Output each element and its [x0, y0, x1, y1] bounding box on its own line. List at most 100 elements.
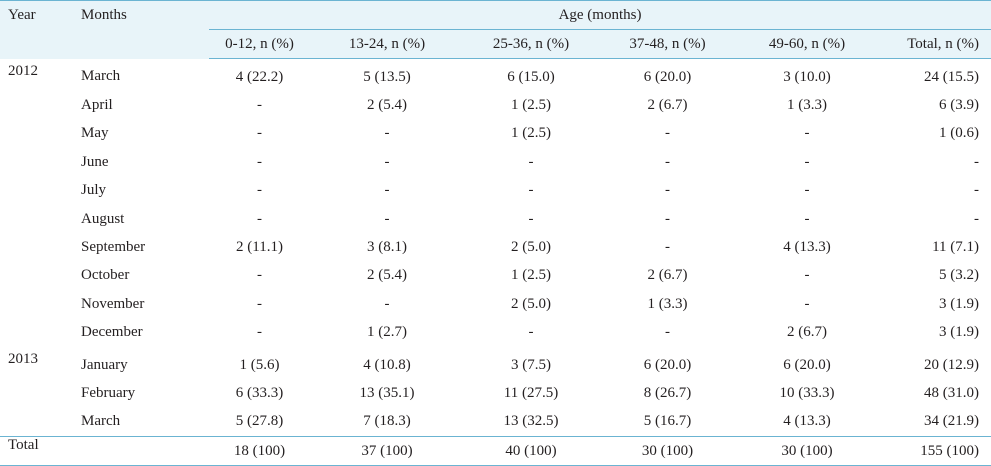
value-cell: 2 (5.4) [367, 267, 407, 284]
row-total-cell: 48 (31.0) [924, 384, 980, 401]
table-row: July - - - - - - [0, 177, 991, 205]
value-cell: - [665, 182, 670, 199]
value-cell: - [804, 125, 810, 142]
month-cell: September [81, 239, 146, 256]
total-cell: 18 (100) [209, 436, 310, 466]
total-label: Total [0, 436, 81, 466]
value-cell: 3 (7.5) [511, 356, 551, 373]
value-cell: - [665, 324, 670, 341]
value-cell: - [384, 210, 390, 227]
month-cell: June [81, 153, 109, 170]
value-cell: 13 (35.1) [359, 384, 415, 401]
table-row: September 2 (11.1) 3 (8.1) 2 (5.0) - 4 (13.3)… [0, 233, 991, 261]
value-cell: - [257, 97, 262, 114]
value-cell: - [257, 267, 262, 284]
month-cell: April [81, 97, 113, 114]
value-cell: - [257, 210, 262, 227]
header-col-25-36: 25-36, n (%) [464, 29, 598, 59]
header-col-37-48: 37-48, n (%) [598, 29, 737, 59]
month-cell: February [81, 384, 136, 401]
year-cell [0, 148, 81, 176]
value-cell: - [804, 210, 810, 227]
value-cell: - [804, 153, 810, 170]
header-col-49-60: 49-60, n (%) [737, 29, 877, 59]
year-cell [0, 205, 81, 233]
year-cell [0, 408, 81, 437]
total-cell: 40 (100) [464, 436, 598, 466]
total-cell: 30 (100) [598, 436, 737, 466]
value-cell: 4 (10.8) [363, 356, 411, 373]
value-cell: 2 (5.4) [367, 97, 407, 114]
row-total-cell: 24 (15.5) [924, 68, 980, 85]
value-cell: - [384, 182, 390, 199]
value-cell: 6 (20.0) [783, 356, 831, 373]
value-cell: 1 (2.5) [511, 97, 551, 114]
table-row: May - - 1 (2.5) - - 1 (0.6) [0, 120, 991, 148]
value-cell: - [665, 153, 670, 170]
month-cell: March [81, 413, 121, 430]
year-cell [0, 290, 81, 318]
header-months: Months [81, 0, 209, 59]
table-row: December - 1 (2.7) - - 2 (6.7) 3 (1.9) [0, 319, 991, 347]
month-cell: October [81, 267, 130, 284]
value-cell: 4 (13.3) [783, 239, 831, 256]
value-cell: 2 (5.0) [511, 239, 551, 256]
value-cell: 6 (15.0) [507, 68, 555, 85]
year-cell: 2012 [8, 62, 38, 79]
table-row: February 6 (33.3) 13 (35.1) 11 (27.5) 8 (26.… [0, 379, 991, 407]
table-row: April - 2 (5.4) 1 (2.5) 2 (6.7) 1 (3.3) 6 (3.9… [0, 91, 991, 119]
row-total-cell: - [974, 182, 980, 199]
value-cell: 6 (20.0) [643, 68, 692, 85]
month-cell: November [81, 295, 145, 312]
value-cell: - [257, 153, 262, 170]
row-total-cell: - [974, 153, 980, 170]
table-row: June - - - - - - [0, 148, 991, 176]
month-cell: March [81, 68, 121, 85]
value-cell: 2 (5.0) [511, 295, 551, 312]
value-cell: - [528, 182, 534, 199]
table-row: 2013 January 1 (5.6) 4 (10.8) 3 (7.5) 6 (20.0… [0, 347, 991, 379]
header-col-13-24: 13-24, n (%) [310, 29, 464, 59]
value-cell: 2 (6.7) [647, 97, 688, 114]
value-cell: - [257, 182, 262, 199]
value-cell: - [384, 153, 390, 170]
table-row: 2012 March 4 (22.2) 5 (13.5) 6 (15.0) 6 (20.0… [0, 59, 991, 92]
value-cell: 1 (5.6) [239, 356, 280, 373]
year-cell: 2013 [8, 350, 38, 367]
value-cell: 1 (2.5) [511, 125, 551, 142]
row-total-cell: 11 (7.1) [932, 239, 980, 256]
value-cell: 5 (16.7) [643, 413, 692, 430]
header-age-group: Age (months) [209, 0, 991, 30]
table-row: March 5 (27.8) 7 (18.3) 13 (32.5) 5 (16.7) 4 … [0, 408, 991, 437]
value-cell: - [665, 239, 670, 256]
value-cell: - [804, 295, 810, 312]
value-cell: 1 (2.7) [367, 324, 407, 341]
month-cell: July [81, 182, 107, 199]
row-total-cell: 34 (21.9) [924, 413, 980, 430]
value-cell: 4 (22.2) [235, 68, 284, 85]
total-cell: 30 (100) [737, 436, 877, 466]
total-cell: 155 (100) [877, 436, 991, 466]
table-body: 2012 March 4 (22.2) 5 (13.5) 6 (15.0) 6 (20.0… [0, 59, 991, 437]
year-cell [0, 319, 81, 347]
value-cell: 6 (33.3) [235, 384, 284, 401]
month-cell: May [81, 125, 109, 142]
value-cell: - [384, 125, 390, 142]
value-cell: 11 (27.5) [503, 384, 559, 401]
header-col-0-12: 0-12, n (%) [209, 29, 310, 59]
value-cell: 3 (10.0) [783, 68, 831, 85]
row-total-cell: 3 (1.9) [939, 295, 980, 312]
value-cell: 2 (6.7) [787, 324, 827, 341]
value-cell: 8 (26.7) [643, 384, 692, 401]
total-row: Total 18 (100) 37 (100) 40 (100) 30 (100… [0, 436, 991, 466]
year-cell [0, 91, 81, 119]
value-cell: 10 (33.3) [779, 384, 835, 401]
value-cell: - [804, 267, 810, 284]
month-cell: August [81, 210, 125, 227]
month-cell: December [81, 324, 143, 341]
row-total-cell: 20 (12.9) [924, 356, 980, 373]
value-cell: 1 (2.5) [511, 267, 551, 284]
value-cell: - [384, 295, 390, 312]
table-row: November - - 2 (5.0) 1 (3.3) - 3 (1.9) [0, 290, 991, 318]
value-cell: 7 (18.3) [363, 413, 411, 430]
